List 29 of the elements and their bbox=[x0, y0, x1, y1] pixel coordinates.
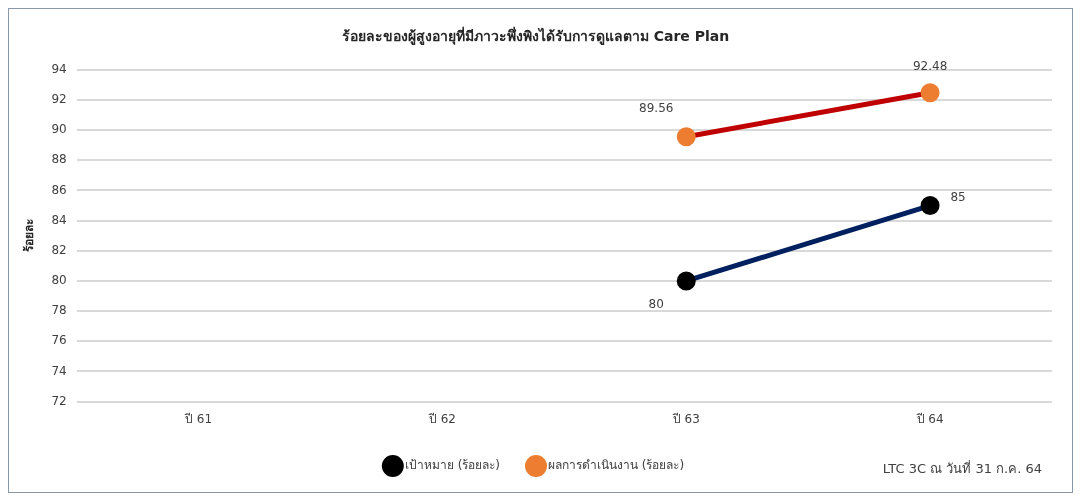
y-tick-label: 88 bbox=[51, 152, 67, 167]
data-label: 92.48 bbox=[912, 58, 948, 73]
data-label: 85 bbox=[950, 189, 966, 204]
y-tick-label: 86 bbox=[51, 182, 67, 197]
y-tick-label: 90 bbox=[51, 122, 67, 137]
y-tick-label: 72 bbox=[51, 393, 67, 408]
data-label: 89.56 bbox=[639, 100, 674, 115]
legend-label: ผลการดำเนินงาน (ร้อยละ) bbox=[548, 458, 685, 473]
y-axis-title: ร้อยละ bbox=[22, 219, 37, 253]
point bbox=[920, 83, 940, 103]
x-tick-label: ปี 64 bbox=[915, 411, 944, 426]
y-tick-label: 84 bbox=[51, 212, 67, 227]
chart-title: ร้อยละของผู้สูงอายุที่มีภาวะพึ่งพิงได้รับการดูแลตาม Care Plan bbox=[341, 26, 730, 46]
y-tick-label: 94 bbox=[51, 61, 67, 76]
point bbox=[920, 196, 940, 216]
point bbox=[676, 271, 696, 291]
text: LTC 3C ณ วันที่ 31 ก.ค. 64 bbox=[882, 460, 1042, 477]
point bbox=[676, 127, 696, 147]
x-tick-label: ปี 63 bbox=[671, 411, 700, 426]
x-tick-label: ปี 62 bbox=[427, 411, 456, 426]
y-tick-label: 76 bbox=[51, 333, 67, 348]
y-tick-label: 92 bbox=[51, 92, 67, 107]
y-tick-label: 74 bbox=[51, 363, 67, 378]
x-tick-label: ปี 61 bbox=[184, 411, 213, 426]
y-tick-label: 82 bbox=[51, 242, 67, 257]
y-tick-label: 78 bbox=[51, 303, 67, 318]
data-label: 80 bbox=[648, 297, 664, 312]
y-tick-label: 80 bbox=[51, 273, 67, 288]
legend-label: เป้าหมาย (ร้อยละ) bbox=[404, 458, 501, 473]
